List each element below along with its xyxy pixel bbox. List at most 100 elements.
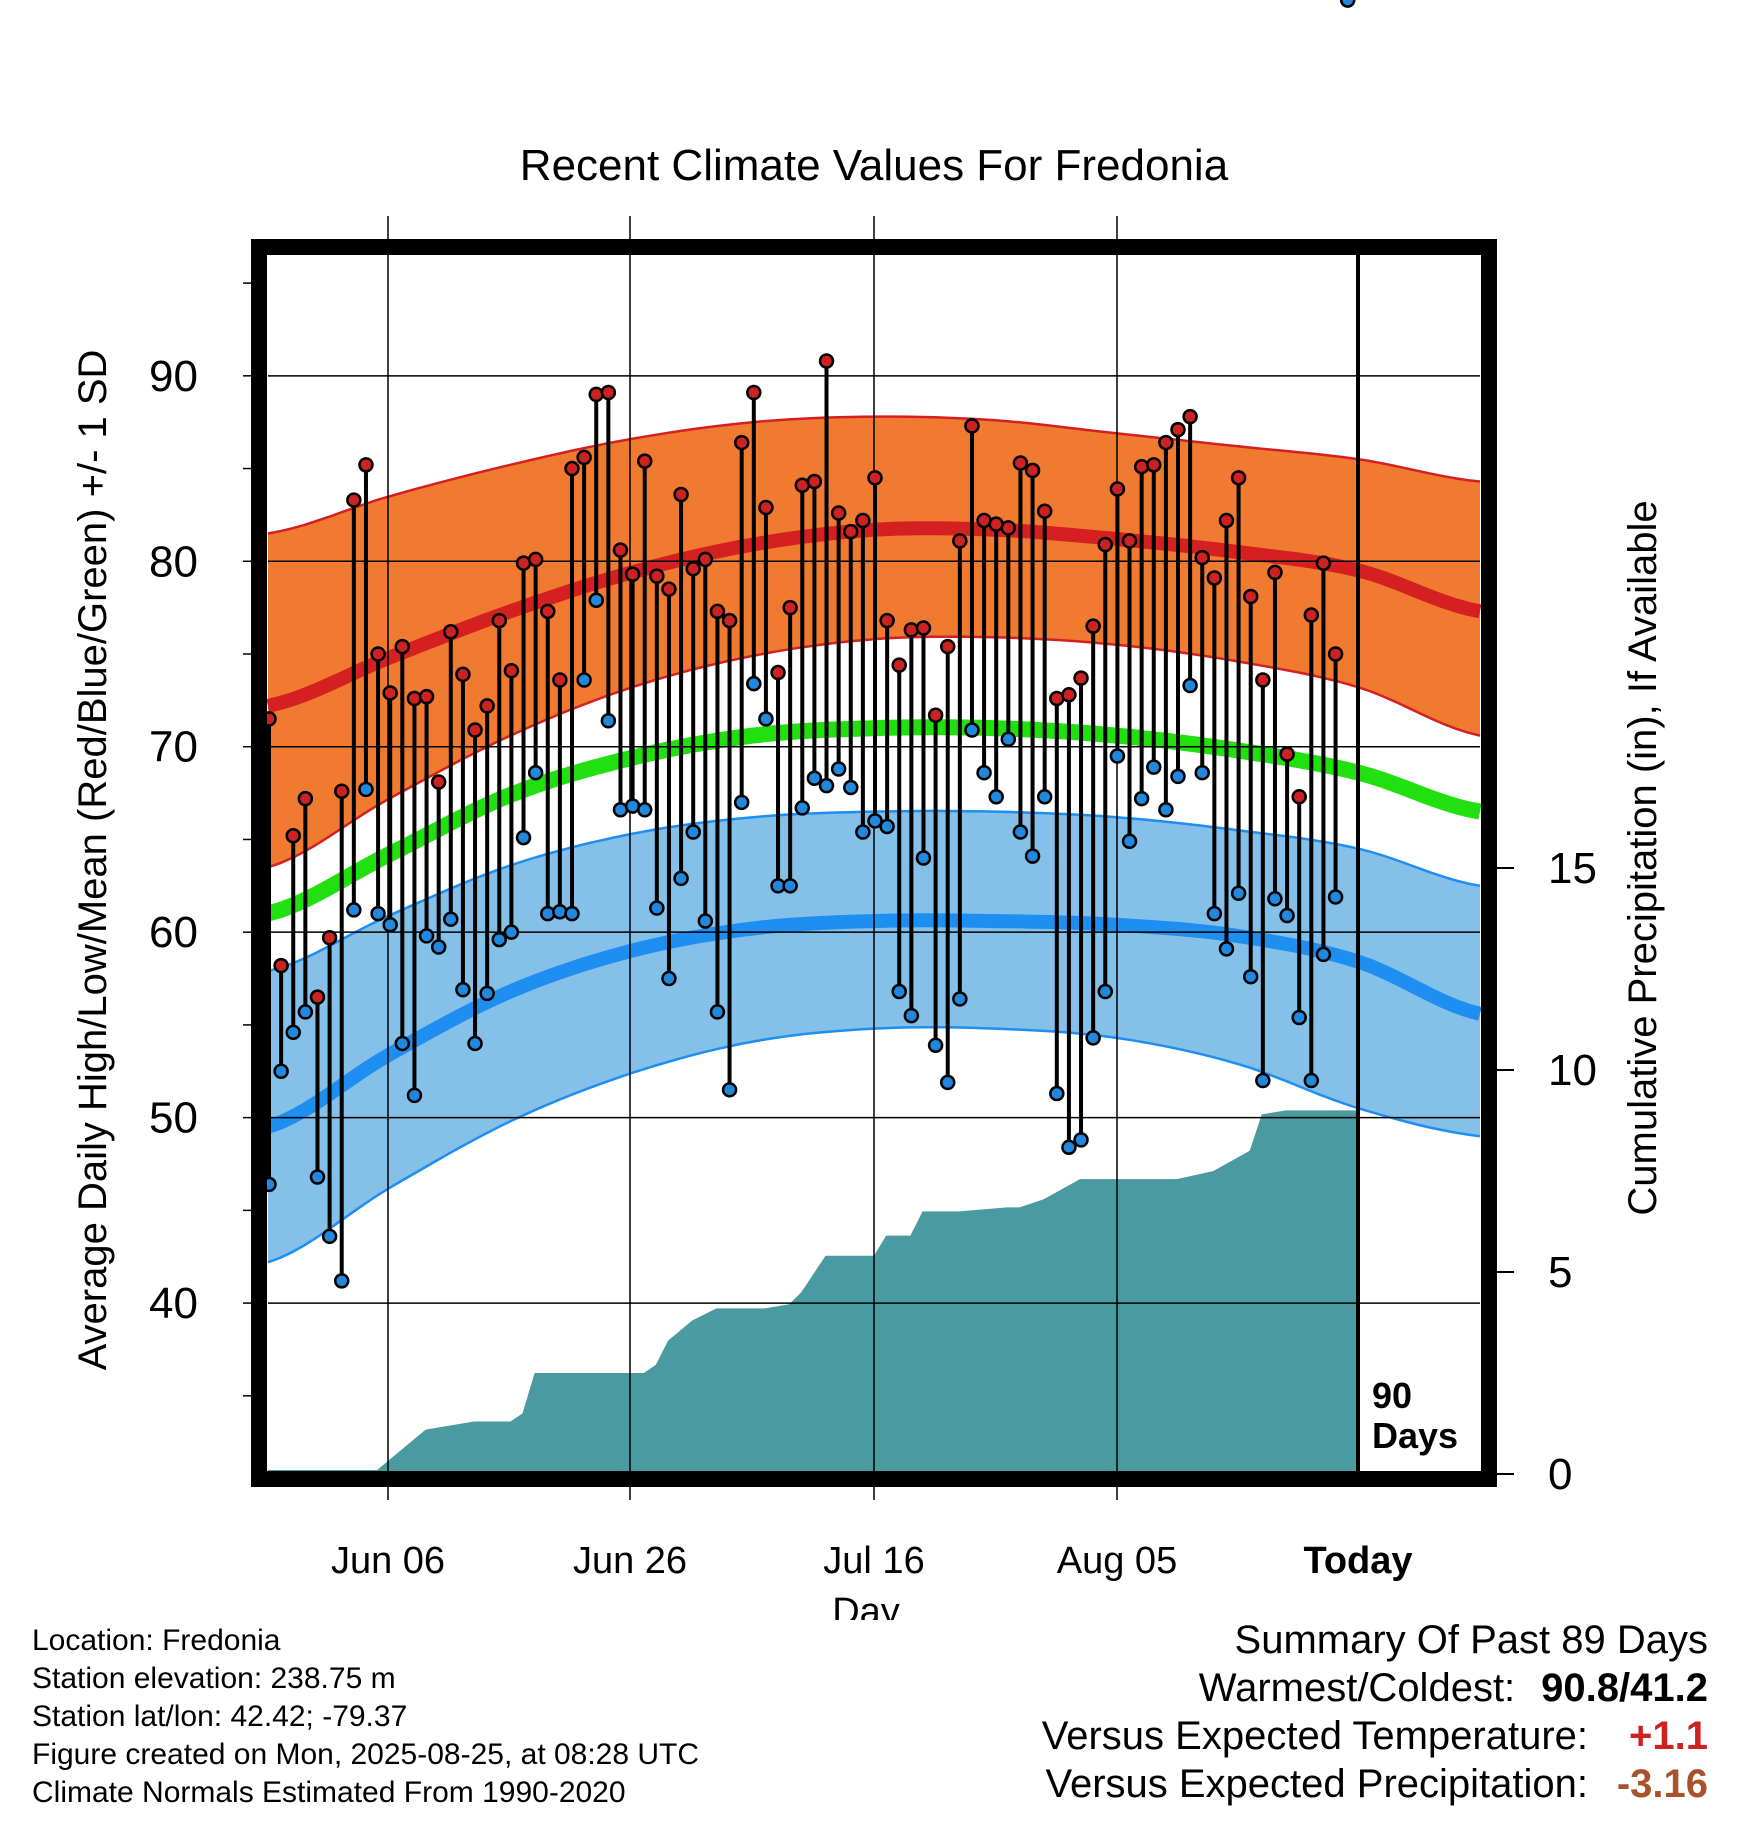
daily-low-point [697,913,714,929]
daily-high-point [1061,687,1077,703]
daily-high-point [927,707,944,723]
daily-high-point [1146,457,1162,473]
daily-low-point [927,1037,944,1054]
daily-low-point [721,1082,738,1098]
daily-high-point [891,657,907,673]
y-tick-label: 70 [149,723,198,772]
daily-high-point [1097,536,1114,553]
daily-high-point [1327,646,1344,662]
daily-low-point [879,818,895,835]
daily-low-point [1061,1139,1077,1156]
daily-low-point [830,761,847,777]
daily-low-point [467,1035,483,1052]
daily-low-point [1085,1030,1101,1046]
daily-low-point [903,1007,920,1024]
daily-high-point [370,646,386,662]
daily-high-point [843,523,859,540]
warmest-coldest-value: 90.8/41.2 [1541,1666,1708,1710]
daily-low-point [540,905,556,922]
precip-departure-row: Versus Expected Precipitation: -3.16 [1042,1760,1708,1808]
daily-low-point [1291,1009,1307,1026]
daily-high-point [467,722,483,738]
daily-low-point [673,870,689,887]
daily-low-point [443,911,459,927]
daily-low-point [915,850,932,866]
precip-departure-label: Versus Expected Precipitation: [1045,1762,1588,1806]
daily-high-point [394,638,411,655]
daily-high-point [455,666,471,683]
plot-frame: 90 Days [251,239,1497,1487]
daily-low-point [1182,677,1198,694]
daily-high-point [1000,520,1017,536]
y-tick-label: 50 [149,1094,198,1143]
daily-high-point [649,568,665,584]
daily-low-point [285,1024,301,1041]
daily-high-point [758,499,774,516]
daily-low-point [867,813,883,829]
daily-high-point [382,685,398,701]
today-marker-label: 90 Days [1372,1375,1458,1456]
daily-high-point [600,384,617,401]
daily-low-point [1109,748,1126,764]
daily-high-point [770,664,786,681]
daily-high-point [418,688,435,705]
daily-low-point [1230,885,1247,901]
daily-high-point [721,612,738,629]
daily-low-point [382,917,398,933]
y-tick-label: 60 [149,908,198,957]
temp-departure-row: Versus Expected Temperature: +1.1 [1042,1712,1708,1760]
daily-high-point [297,790,314,807]
daily-high-point [964,418,980,434]
elevation-text: Station elevation: 238.75 m [32,1662,396,1695]
daily-high-point [612,542,629,558]
x-axis-label: Day [832,1591,900,1620]
temp-departure-value: +1.1 [1629,1714,1708,1758]
daily-low-point [418,928,435,944]
grid-lines [268,216,1480,1500]
daily-low-point [576,672,592,688]
daily-low-point [297,1004,314,1020]
x-tick-label: Today [1303,1540,1412,1582]
daily-low-point [1024,848,1041,864]
daily-low-point [1097,983,1114,1000]
daily-high-point [1194,549,1210,566]
daily-high-point [503,662,520,679]
daily-low-point [1170,768,1186,785]
daily-low-point [491,931,508,948]
daily-low-point [939,1074,956,1091]
warmest-coldest-label: Warmest/Coldest: [1198,1666,1516,1710]
daily-high-point [1109,481,1126,497]
daily-high-point [552,672,568,688]
daily-high-point [867,470,883,486]
daily-low-point [1267,891,1283,907]
daily-high-point [1255,672,1271,688]
daily-low-point [552,904,568,920]
daily-low-point [455,981,471,998]
daily-high-point [1158,434,1174,451]
y2-tick-label: 10 [1548,1046,1597,1095]
y2-axis-label: Cumulative Precipitation (in), If Availa… [1621,500,1665,1215]
latlon-text: Station lat/lon: 42.42; -79.37 [32,1700,408,1733]
daily-low-point [1327,889,1344,905]
daily-low-point [1000,731,1017,748]
y-tick-label: 90 [149,352,198,401]
daily-low-point [636,802,653,818]
y2-tick-label: 0 [1548,1450,1572,1499]
daily-low-point [273,1063,289,1080]
summary-title: Summary Of Past 89 Days [1234,1618,1708,1662]
axes: 40 50 60 70 80 90 0 5 10 15 Jun 06 Jun 26 Jul 16 Aug … [71,282,1665,1620]
daily-low-point [1121,833,1138,850]
daily-low-point [333,1273,350,1289]
daily-high-point [879,612,895,629]
daily-low-point [406,1087,423,1104]
daily-low-point [891,983,907,1000]
daily-high-point [321,929,338,946]
daily-high-point [818,353,835,369]
daily-low-point [782,878,798,894]
chart-title: Recent Climate Values For Fredonia [520,141,1229,190]
daily-high-point [1267,564,1283,581]
daily-low-point [855,824,871,840]
daily-high-point [1315,555,1332,571]
y2-tick-label: 15 [1548,844,1597,893]
daily-high-point [1012,455,1029,471]
